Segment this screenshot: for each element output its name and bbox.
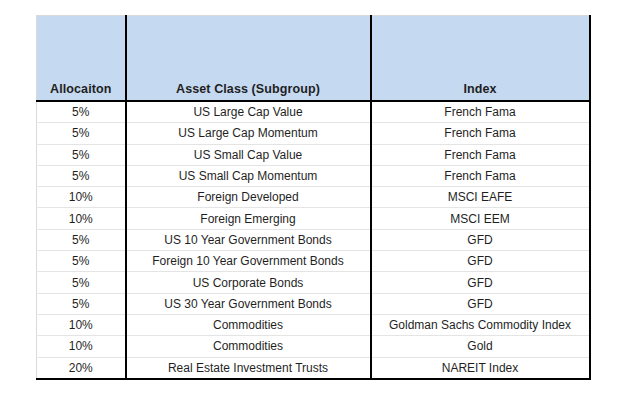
cell-asset-class[interactable]: Commodities <box>126 336 371 357</box>
table-row: 5% US Small Cap Value French Fama <box>37 144 590 165</box>
table-row: 5% US Corporate Bonds GFD <box>37 272 590 293</box>
cell-index[interactable]: French Fama <box>371 165 590 186</box>
table-header-row: Allocaiton Asset Class (Subgroup) Index <box>37 16 590 102</box>
cell-asset-class[interactable]: US Corporate Bonds <box>126 272 371 293</box>
cell-index[interactable]: GFD <box>371 229 590 250</box>
cell-asset-class[interactable]: Real Estate Investment Trusts <box>126 357 371 379</box>
cell-index[interactable]: NAREIT Index <box>371 357 590 379</box>
cell-index[interactable]: French Fama <box>371 123 590 144</box>
cell-index[interactable]: Goldman Sachs Commodity Index <box>371 314 590 335</box>
table-row: 10% Foreign Developed MSCI EAFE <box>37 187 590 208</box>
cell-asset-class[interactable]: US Small Cap Momentum <box>126 165 371 186</box>
cell-asset-class[interactable]: Commodities <box>126 314 371 335</box>
cell-allocation[interactable]: 5% <box>37 251 126 272</box>
col-header-index[interactable]: Index <box>371 16 590 102</box>
cell-allocation[interactable]: 5% <box>37 229 126 250</box>
cell-index[interactable]: GFD <box>371 293 590 314</box>
cell-asset-class[interactable]: US 30 Year Government Bonds <box>126 293 371 314</box>
table-row: 5% US Large Cap Momentum French Fama <box>37 123 590 144</box>
cell-index[interactable]: GFD <box>371 251 590 272</box>
cell-allocation[interactable]: 10% <box>37 208 126 229</box>
cell-allocation[interactable]: 5% <box>37 123 126 144</box>
cell-allocation[interactable]: 5% <box>37 165 126 186</box>
cell-allocation[interactable]: 10% <box>37 336 126 357</box>
col-header-asset-class[interactable]: Asset Class (Subgroup) <box>126 16 371 102</box>
cell-index[interactable]: French Fama <box>371 101 590 123</box>
cell-index[interactable]: Gold <box>371 336 590 357</box>
cell-asset-class[interactable]: Foreign Developed <box>126 187 371 208</box>
cell-allocation[interactable]: 5% <box>37 293 126 314</box>
table-row: 5% US 10 Year Government Bonds GFD <box>37 229 590 250</box>
table-row: 10% Commodities Gold <box>37 336 590 357</box>
table-row: 5% US Small Cap Momentum French Fama <box>37 165 590 186</box>
col-header-allocation[interactable]: Allocaiton <box>37 16 126 102</box>
table-row: 5% US 30 Year Government Bonds GFD <box>37 293 590 314</box>
cell-allocation[interactable]: 5% <box>37 272 126 293</box>
cell-asset-class[interactable]: Foreign Emerging <box>126 208 371 229</box>
cell-allocation[interactable]: 10% <box>37 187 126 208</box>
cell-allocation[interactable]: 5% <box>37 101 126 123</box>
cell-asset-class[interactable]: US Small Cap Value <box>126 144 371 165</box>
cell-index[interactable]: GFD <box>371 272 590 293</box>
cell-index[interactable]: French Fama <box>371 144 590 165</box>
cell-index[interactable]: MSCI EAFE <box>371 187 590 208</box>
spreadsheet-canvas: Allocaiton Asset Class (Subgroup) Index … <box>0 0 621 403</box>
cell-allocation[interactable]: 5% <box>37 144 126 165</box>
cell-asset-class[interactable]: US 10 Year Government Bonds <box>126 229 371 250</box>
cell-asset-class[interactable]: US Large Cap Value <box>126 101 371 123</box>
allocation-table: Allocaiton Asset Class (Subgroup) Index … <box>36 15 591 380</box>
table-row: 5% Foreign 10 Year Government Bonds GFD <box>37 251 590 272</box>
table-row: 10% Foreign Emerging MSCI EEM <box>37 208 590 229</box>
cell-index[interactable]: MSCI EEM <box>371 208 590 229</box>
cell-asset-class[interactable]: Foreign 10 Year Government Bonds <box>126 251 371 272</box>
cell-allocation[interactable]: 10% <box>37 314 126 335</box>
table-row: 20% Real Estate Investment Trusts NAREIT… <box>37 357 590 379</box>
cell-asset-class[interactable]: US Large Cap Momentum <box>126 123 371 144</box>
table-row: 10% Commodities Goldman Sachs Commodity … <box>37 314 590 335</box>
cell-allocation[interactable]: 20% <box>37 357 126 379</box>
table-row: 5% US Large Cap Value French Fama <box>37 101 590 123</box>
